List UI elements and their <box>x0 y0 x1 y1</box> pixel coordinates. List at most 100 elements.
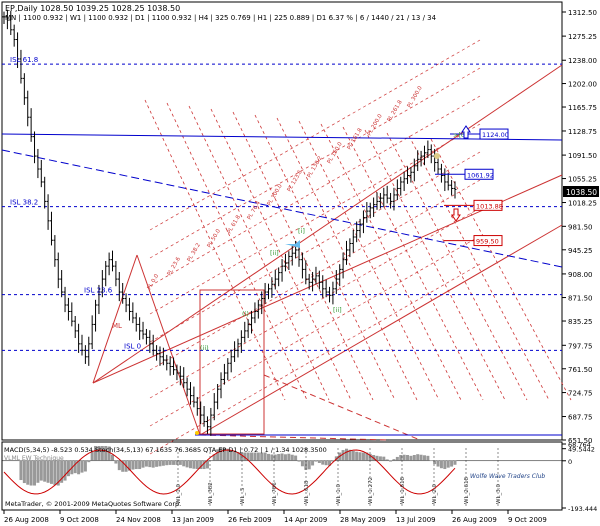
isl-label: ISL 0 <box>124 342 141 350</box>
y-tick-label: 687.75 <box>568 414 593 422</box>
stoch-line <box>3 449 456 495</box>
fibonacci-fan-lines <box>144 39 572 455</box>
x-tick-label: 26 Feb 2009 <box>228 516 272 524</box>
wave-marker: >[c] <box>453 131 467 139</box>
y-tick-label: 908.00 <box>568 271 593 279</box>
fan-line <box>408 135 550 401</box>
price-box-label: 959.50 <box>476 238 499 246</box>
y-tick-label: 1018.25 <box>568 200 597 208</box>
up-arrow-icon <box>461 125 471 139</box>
fan-line <box>144 99 286 401</box>
y-tick-label: 651.50 <box>568 437 593 445</box>
wave-label: WL_2.0 <box>432 484 438 505</box>
wave-marker: [ii] <box>333 306 342 314</box>
wave-label: WL_.5 <box>240 487 246 504</box>
wave-marker: [ii] <box>270 249 279 257</box>
pitchfork-lower-line <box>199 224 563 436</box>
x-tick-label: 26 Aug 2008 <box>4 516 49 524</box>
y-tick-label: 1165.75 <box>568 104 597 112</box>
x-tick-label: 24 Nov 2008 <box>116 516 161 524</box>
fan-line <box>386 132 528 401</box>
isl-label: ISL 23.6 <box>84 287 113 295</box>
price-box <box>464 168 494 180</box>
indicator-pane-frame <box>1 441 563 511</box>
blue-resistance-line <box>1 133 563 141</box>
indicator-subtitle: VLML EW Technique <box>4 455 64 462</box>
indicator-title: MACD(5,34,5) -8.523 0.534 Stoch(34,5,13)… <box>4 446 327 454</box>
isl-label: ISL 61.8 <box>10 56 38 64</box>
indicator-tick-label: -193.444 <box>568 505 597 513</box>
price-box <box>479 128 509 140</box>
price-pane-frame <box>1 1 563 441</box>
y-tick-label: 761.50 <box>568 366 593 374</box>
wave-label: WL_1.0 <box>336 484 342 505</box>
time-box <box>199 289 265 435</box>
pitchfork-handle-b <box>136 254 201 436</box>
y-tick-label: 945.25 <box>568 247 593 255</box>
wave-label: WL_786 <box>272 482 278 504</box>
y-tick-label: 1238.00 <box>568 57 597 65</box>
wave-marker: (ii) <box>200 344 209 352</box>
price-box-label: 1061.92 <box>467 171 494 179</box>
price-box <box>473 235 503 247</box>
y-tick-label: 871.50 <box>568 295 593 303</box>
fan-line <box>364 129 506 401</box>
fan-line <box>298 120 440 401</box>
indicator-tick-label: 0 <box>568 458 572 466</box>
y-tick-label: 724.75 <box>568 390 593 398</box>
fan-line <box>188 105 330 401</box>
wave-label: WL_1.272 <box>368 477 374 504</box>
bottom-marker-icon <box>195 431 199 435</box>
stats-header: MN | 1100 0.932 | W1 | 1100 0.932 | D1 |… <box>5 14 437 22</box>
wave-marker: [i] <box>298 227 305 235</box>
wave-label: WL_2.618 <box>464 477 470 504</box>
indicator-tick-label: 49.5442 <box>568 446 595 454</box>
symbol-header: EP,Daily 1028.50 1039.25 1028.25 1038.50 <box>5 4 180 13</box>
fan-line <box>430 138 572 401</box>
current-price-tag <box>563 186 599 197</box>
wave-label: WL_.618 <box>304 480 310 504</box>
y-tick-label: 1128.75 <box>568 128 597 136</box>
x-tick-label: 9 Oct 2009 <box>508 516 547 524</box>
y-tick-label: 1091.50 <box>568 152 597 160</box>
blue-marker-icon <box>285 240 300 248</box>
y-tick-label: 797.75 <box>568 342 593 350</box>
top-marker-icon <box>434 153 440 159</box>
x-tick-label: 9 Oct 2008 <box>60 516 99 524</box>
x-tick-label: 28 May 2009 <box>340 516 386 524</box>
projection-line-2 <box>263 374 421 441</box>
pitchfork-handle-a <box>92 254 138 384</box>
down-arrow-icon <box>451 208 461 222</box>
y-tick-label: 835.25 <box>568 318 593 326</box>
x-tick-label: 26 Aug 2009 <box>452 516 497 524</box>
y-tick-label: 1275.25 <box>568 33 597 41</box>
andrews-pitchfork <box>92 64 563 441</box>
indicator-tick-label: 68.764 <box>568 441 591 449</box>
y-tick-label: 1202.00 <box>568 81 597 89</box>
x-tick-label: 14 Apr 2009 <box>284 516 327 524</box>
isl-label: ISL 38.2 <box>10 199 38 207</box>
watermark-text: Wolfe Wave Traders Club <box>470 473 545 480</box>
copyright-text: MetaTrader, © 2001-2009 MetaQuotes Softw… <box>5 500 181 508</box>
x-tick-label: 13 Jul 2009 <box>396 516 436 524</box>
price-box-label: 1013.88 <box>476 202 503 210</box>
wave-marker: (i) <box>242 310 249 318</box>
wave-label: WL_1.618 <box>400 477 406 504</box>
y-tick-label: 1055.25 <box>568 176 597 184</box>
fan-line <box>166 102 308 401</box>
price-axis: 1312.50 1275.25 1238.00 1202.00 1165.75 1128.… <box>562 9 597 445</box>
fan-line <box>276 117 418 401</box>
projection-line <box>199 434 391 441</box>
current-price-label: 1038.50 <box>566 188 597 197</box>
fan-line <box>254 114 396 401</box>
price-bars <box>2 9 457 436</box>
price-box-label: 1124.00 <box>482 131 509 139</box>
wave-label: WL_1.0 <box>176 484 182 505</box>
time-axis: 26 Aug 2008 9 Oct 2008 24 Nov 2008 13 Jan 2… <box>3 510 547 524</box>
wave-label: WL_3.0 <box>496 484 502 505</box>
y-tick-label: 1312.50 <box>568 9 597 17</box>
fan-line <box>232 111 374 401</box>
